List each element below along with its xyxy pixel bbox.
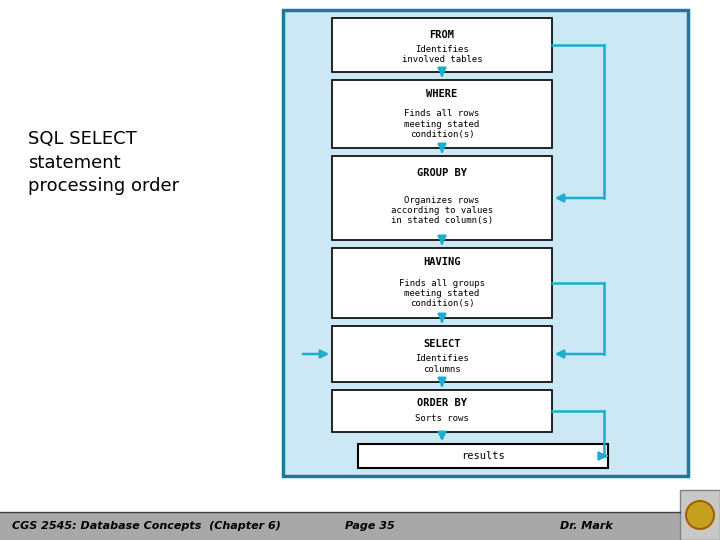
Bar [332, 80, 552, 148]
Text: HAVING: HAVING [423, 257, 461, 267]
Text: SQL SELECT
statement
processing order: SQL SELECT statement processing order [28, 130, 179, 195]
Bar [283, 10, 688, 476]
Text: SELECT: SELECT [423, 339, 461, 349]
Text: WHERE: WHERE [426, 89, 458, 99]
Bar [0, 512, 680, 540]
Text: Organizes rows
according to values
in stated column(s): Organizes rows according to values in st… [391, 195, 493, 226]
Bar [332, 390, 552, 432]
Bar [358, 444, 608, 468]
Bar [332, 18, 552, 72]
Bar [332, 248, 552, 318]
Text: results: results [461, 451, 505, 461]
Text: ORDER BY: ORDER BY [417, 399, 467, 408]
Text: Page 35: Page 35 [345, 521, 395, 531]
Bar [680, 490, 720, 540]
Text: Finds all rows
meeting stated
condition(s): Finds all rows meeting stated condition(… [405, 109, 480, 139]
Text: Dr. Mark: Dr. Mark [560, 521, 613, 531]
Circle shape [686, 501, 714, 529]
Text: Identifies
columns: Identifies columns [415, 354, 469, 374]
Text: Sorts rows: Sorts rows [415, 414, 469, 423]
Text: FROM: FROM [430, 30, 454, 40]
Bar [283, 10, 688, 476]
Text: CGS 2545: Database Concepts  (Chapter 6): CGS 2545: Database Concepts (Chapter 6) [12, 521, 281, 531]
Bar [332, 326, 552, 382]
Text: Finds all groups
meeting stated
condition(s): Finds all groups meeting stated conditio… [399, 279, 485, 308]
Text: Identifies
involved tables: Identifies involved tables [402, 45, 482, 64]
Text: GROUP BY: GROUP BY [417, 168, 467, 178]
Bar [332, 156, 552, 240]
